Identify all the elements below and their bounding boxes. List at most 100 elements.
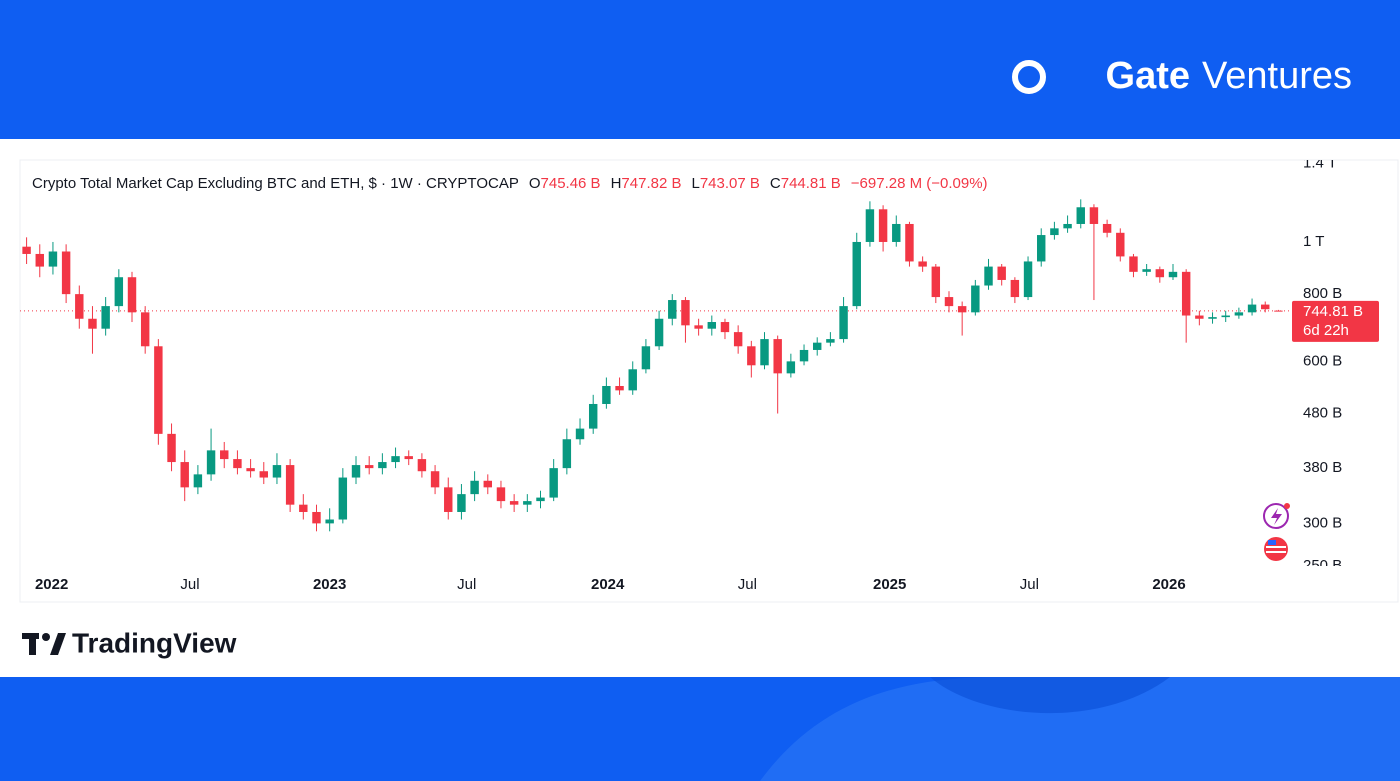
x-tick-label: Jul: [180, 576, 199, 593]
last-price-tag: [1292, 300, 1379, 342]
candle-body: [509, 501, 519, 505]
brand-icon: [1012, 60, 1046, 94]
candle-body: [246, 468, 255, 472]
candle-body: [588, 403, 598, 429]
candle-body: [233, 459, 242, 469]
candle-body: [997, 266, 1006, 280]
candle-body: [523, 501, 532, 505]
candle-body: [826, 339, 835, 343]
candle-body: [1234, 312, 1244, 316]
candle-body: [1037, 235, 1046, 262]
candle-body: [127, 277, 137, 313]
y-tick-label: 1.4 T: [1303, 154, 1337, 171]
candle-body: [575, 428, 585, 440]
candle-body: [272, 465, 282, 478]
candle-body: [1050, 228, 1059, 236]
ohlc-key: H: [610, 175, 622, 192]
candle-body: [1247, 304, 1257, 313]
candle-body: [496, 487, 506, 502]
candle-body: [681, 300, 690, 326]
candle-body: [325, 519, 334, 524]
candle-body: [562, 439, 572, 469]
candle-body: [299, 504, 308, 512]
y-tick-label: 480 B: [1303, 404, 1342, 421]
candle-body: [364, 465, 374, 469]
candle-body: [88, 318, 97, 329]
candle-body: [602, 385, 611, 404]
candle-body: [654, 318, 664, 347]
candle-body: [430, 471, 440, 488]
ohlc-key: C: [769, 175, 781, 192]
banner-decoration: [930, 677, 1170, 714]
candle-body: [259, 471, 268, 478]
candle-body: [391, 456, 400, 463]
candle-body: [549, 468, 558, 498]
candle-body: [1102, 223, 1112, 233]
candle-body: [799, 349, 809, 362]
candle-body: [48, 251, 58, 267]
candle-body: [931, 266, 941, 298]
candle-body: [483, 480, 493, 488]
brand-logo: Gate Ventures: [1106, 55, 1352, 97]
candle-body: [1129, 256, 1138, 272]
candle-body: [285, 465, 295, 505]
candle-body: [865, 209, 875, 242]
candle-body: [707, 322, 717, 329]
x-tick-label: 2026: [1152, 576, 1185, 593]
candle-body: [918, 261, 927, 267]
candle-body: [140, 312, 150, 347]
candle-body: [760, 339, 769, 366]
candle-body: [1274, 310, 1283, 312]
candle-body: [1142, 269, 1151, 272]
candle-body: [75, 294, 84, 319]
candle-body: [641, 346, 651, 370]
candle-body: [628, 369, 637, 391]
x-tick-label: 2024: [591, 576, 625, 593]
candle-body: [154, 346, 163, 434]
candle-body: [404, 456, 413, 460]
last-price-label: 744.81 B: [1303, 303, 1363, 320]
candle-body: [812, 342, 822, 350]
brand-suffix: Ventures: [1202, 55, 1352, 97]
y-tick-label: 800 B: [1303, 285, 1342, 302]
candle-body: [22, 246, 31, 254]
candle-body: [1155, 269, 1165, 278]
candle-body: [536, 497, 545, 502]
x-tick-label: Jul: [457, 576, 476, 593]
candle-body: [101, 306, 110, 329]
candle-body: [852, 241, 861, 307]
candle-body: [220, 450, 229, 460]
top-banner: [0, 0, 1400, 139]
candle-body: [1116, 232, 1125, 257]
tv-icon: [22, 633, 66, 655]
candle-body: [1063, 223, 1072, 229]
candle-body: [971, 285, 980, 313]
indicator-icons: [1263, 503, 1290, 561]
x-tick-label: 2022: [35, 576, 68, 593]
candle-body: [1208, 317, 1217, 319]
candle-body: [167, 433, 176, 463]
chart-frame: [19, 159, 1399, 603]
candle-body: [733, 332, 743, 347]
candle-body: [193, 474, 203, 488]
plot-area: [20, 199, 1292, 532]
candle-body: [786, 361, 796, 374]
y-axis: 250 B 300 B 380 B 480 B 600 B 800 B 1 T 1.4 T: [1303, 154, 1342, 574]
candle-body: [839, 306, 848, 340]
candle-body: [61, 251, 71, 295]
y-tick-label: 300 B: [1303, 514, 1342, 531]
footer-logo: TradingView: [72, 627, 237, 658]
countdown: 6d 22h: [1303, 322, 1349, 339]
candle-body: [1023, 261, 1033, 298]
candle-body: [470, 480, 479, 495]
candle-body: [720, 322, 730, 333]
candle-body: [180, 462, 189, 488]
y-tick-label: 250 B: [1303, 557, 1342, 574]
candle-body: [444, 487, 453, 512]
candle-body: [615, 385, 624, 391]
candle-body: [668, 300, 677, 319]
candle-body: [892, 223, 901, 242]
ohlc-key: O: [528, 175, 541, 192]
ohlc-value: 744.81 B: [780, 175, 841, 192]
